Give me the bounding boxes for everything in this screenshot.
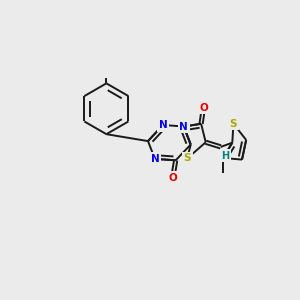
Text: S: S	[184, 153, 191, 164]
Text: O: O	[168, 173, 177, 183]
Text: N: N	[179, 122, 188, 132]
Text: O: O	[199, 103, 208, 112]
Text: S: S	[230, 119, 237, 129]
Text: H: H	[221, 151, 230, 161]
Text: N: N	[151, 154, 159, 164]
Text: N: N	[159, 120, 167, 130]
